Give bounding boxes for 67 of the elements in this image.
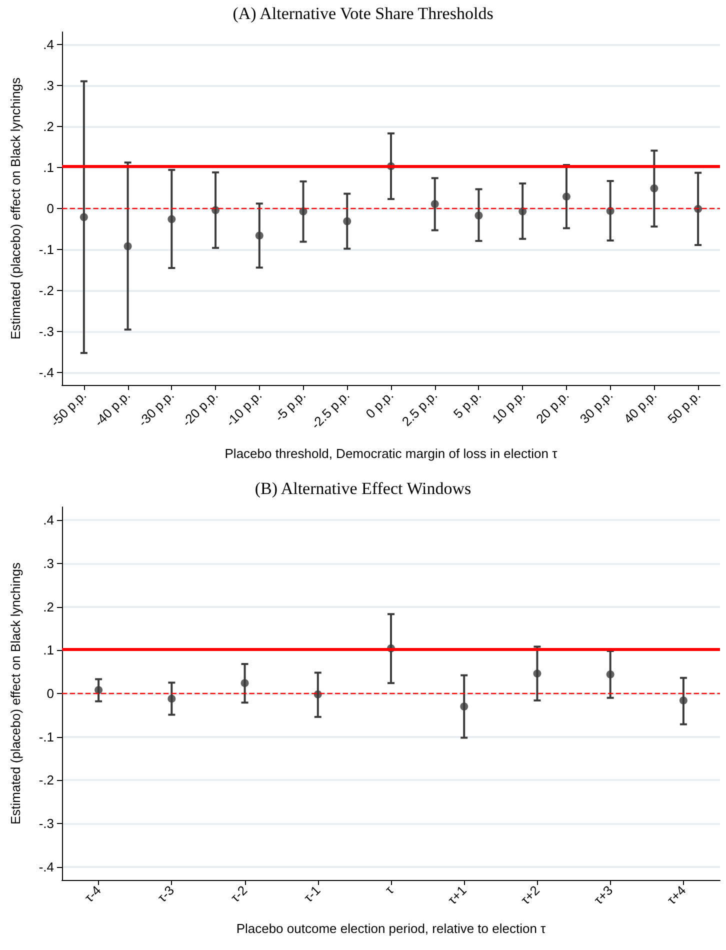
y-tick-label: .4: [43, 36, 54, 52]
x-tick-label: 50 p.p.: [664, 388, 704, 426]
x-tick-label: τ+2: [518, 882, 543, 908]
x-tick-label: -2.5 p.p.: [308, 388, 352, 432]
x-tick-label: τ+1: [444, 882, 470, 908]
point: [518, 207, 527, 216]
x-tick-label: τ-4: [81, 882, 104, 906]
y-tick-label: .2: [43, 118, 54, 134]
point: [533, 670, 542, 678]
point: [460, 702, 468, 711]
x-tick-label: τ+3: [590, 882, 616, 908]
y-tick-label: .1: [43, 160, 54, 175]
y-axis-title: Estimated (placebo) effect on Black lynchings: [8, 562, 23, 825]
point: [679, 696, 688, 704]
x-tick-label: -50 p.p.: [47, 388, 90, 430]
y-tick-label: -.3: [38, 324, 54, 340]
x-tick-label: τ-2: [228, 882, 250, 906]
point: [240, 679, 249, 688]
point: [430, 200, 439, 208]
x-tick-label: τ+4: [664, 882, 689, 908]
y-tick-label: 0: [46, 686, 54, 701]
point: [343, 217, 352, 226]
x-tick-label: -30 p.p.: [135, 388, 177, 430]
y-tick-label: -.2: [38, 283, 54, 298]
x-tick-label: τ-3: [154, 882, 177, 906]
y-axis-title: Estimated (placebo) effect on Black lynchings: [8, 76, 23, 340]
y-tick-label: .3: [43, 78, 54, 93]
y-tick-label: -.4: [38, 365, 54, 380]
x-tick-label: 2.5 p.p.: [398, 388, 440, 429]
point: [168, 215, 176, 224]
x-tick-label: 0 p.p.: [362, 388, 396, 422]
x-tick-label: -20 p.p.: [179, 388, 221, 430]
x-axis-title: Placebo outcome election period, relative to election τ: [236, 921, 547, 936]
y-tick-label: -.3: [38, 816, 54, 832]
y-tick-label: .4: [43, 512, 54, 528]
y-tick-label: 0: [46, 201, 54, 216]
point: [80, 213, 88, 222]
x-tick-label: -5 p.p.: [272, 388, 309, 424]
y-tick-label: .3: [43, 556, 54, 571]
y-tick-label: -.1: [38, 729, 54, 744]
point: [299, 207, 308, 216]
point: [212, 206, 220, 214]
chart-title: (B) Alternative Effect Windows: [254, 479, 472, 498]
point: [474, 211, 483, 220]
chart-title: (A) Alternative Vote Share Thresholds: [232, 4, 494, 23]
y-tick-label: -.1: [38, 242, 54, 258]
point: [255, 232, 264, 240]
point: [650, 184, 658, 192]
x-tick-label: -10 p.p.: [222, 388, 265, 430]
point: [606, 670, 614, 678]
x-tick-label: 10 p.p.: [489, 388, 528, 426]
x-tick-label: τ: [382, 882, 397, 897]
x-tick-label: -40 p.p.: [91, 388, 134, 430]
x-tick-label: 40 p.p.: [620, 388, 660, 426]
x-tick-label: 20 p.p.: [533, 388, 572, 426]
point: [562, 192, 570, 201]
y-tick-label: .2: [43, 599, 54, 614]
x-tick-label: τ-1: [300, 882, 324, 906]
x-axis-title: Placebo threshold, Democratic margin of loss in election τ: [224, 446, 558, 461]
point: [124, 242, 132, 250]
y-tick-label: -.4: [38, 859, 54, 874]
y-tick-label: -.2: [38, 772, 54, 788]
point: [168, 694, 176, 703]
y-tick-label: .1: [43, 642, 54, 658]
point: [94, 686, 103, 694]
x-tick-label: 30 p.p.: [576, 388, 616, 426]
x-tick-label: 5 p.p.: [450, 388, 484, 422]
